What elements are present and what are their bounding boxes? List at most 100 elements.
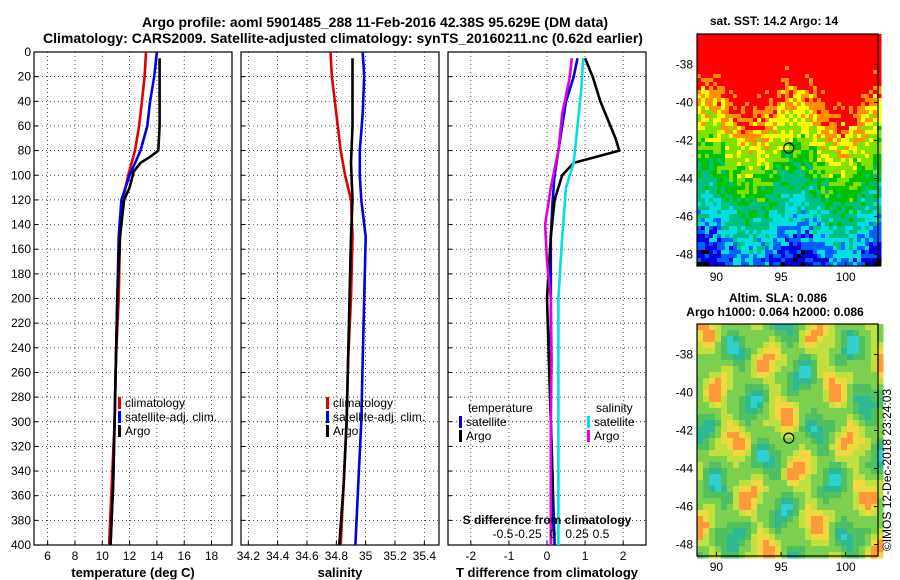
map-cell <box>825 186 830 191</box>
map-cell <box>753 58 758 63</box>
map-cell <box>877 254 882 259</box>
map-cell <box>829 50 834 55</box>
map-cell <box>717 34 722 39</box>
map-cell <box>769 444 776 451</box>
map-cell <box>825 134 830 139</box>
map-cell <box>857 174 862 179</box>
map-cell <box>713 242 718 247</box>
map-cell <box>697 102 702 107</box>
map-cell <box>793 528 800 535</box>
map-cell <box>721 462 728 469</box>
map-cell <box>813 202 818 207</box>
map-cell <box>805 516 812 523</box>
map-cell <box>703 330 710 337</box>
map-cell <box>877 528 884 535</box>
map-cell <box>829 214 834 219</box>
map-cell <box>797 162 802 167</box>
map-cell <box>801 58 806 63</box>
map-cell <box>741 126 746 131</box>
map-cell <box>709 34 714 39</box>
map-cell <box>733 202 738 207</box>
map-cell <box>765 138 770 143</box>
map-cell <box>745 390 752 397</box>
map-cell <box>829 342 836 349</box>
map-cell <box>785 154 790 159</box>
map-cell <box>769 130 774 135</box>
map-cell <box>765 230 770 235</box>
map-cell <box>857 94 862 99</box>
map-cell <box>749 110 754 115</box>
map-cell <box>817 366 824 373</box>
map-cell <box>805 150 810 155</box>
map-cell <box>825 174 830 179</box>
map-cell <box>865 134 870 139</box>
map-cell <box>717 114 722 119</box>
map-cell <box>813 130 818 135</box>
map-cell <box>781 118 786 123</box>
map-cell <box>781 324 788 331</box>
map-cell <box>785 94 790 99</box>
map-cell <box>749 230 754 235</box>
map-cell <box>853 462 860 469</box>
map-cell <box>749 262 754 267</box>
map-cell <box>817 468 824 475</box>
map-cell <box>789 50 794 55</box>
map-cell <box>877 122 882 127</box>
map-cell <box>761 142 766 147</box>
map-cell <box>857 46 862 51</box>
map-cell <box>777 202 782 207</box>
map-cell <box>857 34 862 39</box>
map-cell <box>761 222 766 227</box>
map-cell <box>725 54 730 59</box>
map-cell <box>877 86 882 91</box>
map-cell <box>785 146 790 151</box>
x2-tick-label: 0 <box>550 527 557 541</box>
map-cell <box>785 114 790 119</box>
map-cell <box>793 210 798 215</box>
map-cell <box>765 174 770 179</box>
map-cell <box>801 66 806 71</box>
map-cell <box>829 102 834 107</box>
map-cell <box>785 82 790 87</box>
map-cell <box>775 420 782 427</box>
map-cell <box>789 254 794 259</box>
map-cell <box>709 444 716 451</box>
map-cell <box>769 238 774 243</box>
map-cell <box>697 158 702 163</box>
map-cell <box>733 174 738 179</box>
map-cell <box>871 546 878 553</box>
map-cell <box>765 106 770 111</box>
map-cell <box>703 498 710 505</box>
map-cell <box>749 158 754 163</box>
map-cell <box>769 330 776 337</box>
map-cell <box>729 42 734 47</box>
map-cell <box>873 198 878 203</box>
map-cell <box>749 178 754 183</box>
map-cell <box>793 62 798 67</box>
map-cell <box>869 38 874 43</box>
map-cell <box>821 110 826 115</box>
map-cell <box>849 226 854 231</box>
map-cell <box>727 528 734 535</box>
map-cell <box>721 146 726 151</box>
map-cell <box>865 106 870 111</box>
map-cell <box>817 150 822 155</box>
map-cell <box>733 504 740 511</box>
map-cell <box>753 150 758 155</box>
map-cell <box>829 166 834 171</box>
map-cell <box>801 254 806 259</box>
map-cell <box>785 142 790 147</box>
map-cell <box>745 234 750 239</box>
map-cell <box>793 230 798 235</box>
map-cell <box>709 402 716 409</box>
map-cell <box>741 54 746 59</box>
map-cell <box>833 138 838 143</box>
map-cell <box>829 34 834 39</box>
map-cell <box>821 122 826 127</box>
map-cell <box>697 492 704 499</box>
map-cell <box>729 258 734 263</box>
map-cell <box>809 254 814 259</box>
map-cell <box>717 258 722 263</box>
map-cell <box>821 106 826 111</box>
map-cell <box>825 234 830 239</box>
